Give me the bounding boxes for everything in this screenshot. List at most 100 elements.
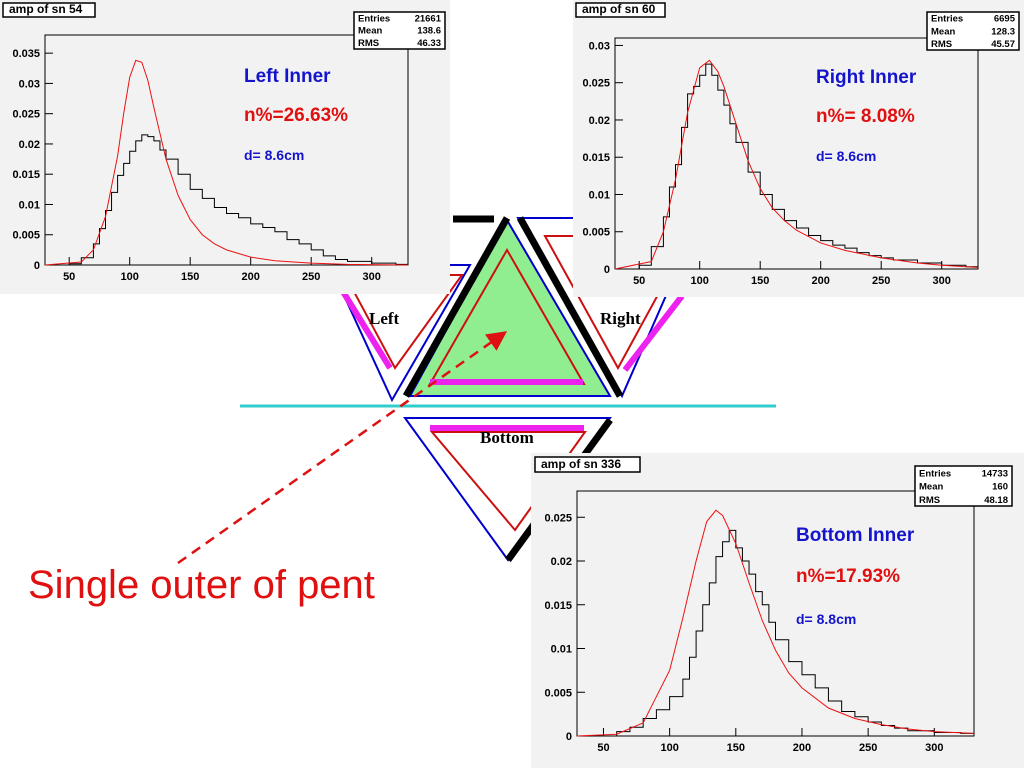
y-tick-label: 0.02 bbox=[589, 115, 610, 127]
x-tick-label: 300 bbox=[933, 275, 951, 287]
left-histogram-panel: 0 0.005 0.01 0.015 0.02 0.025 0.03 0.035 50 100 15… bbox=[0, 0, 450, 294]
stats-value: 138.6 bbox=[417, 26, 441, 37]
npercent-label: n%=17.93% bbox=[796, 566, 900, 587]
right-histogram-chart: 0 0.005 0.01 0.015 0.02 0.025 0.03 50 100 150 200 2… bbox=[575, 2, 1020, 287]
plot-frame bbox=[576, 490, 975, 737]
bottom-histogram-chart: 0 0.005 0.01 0.015 0.02 0.025 50 100 150 200 250 30… bbox=[534, 456, 1013, 754]
npercent-label: n%= 8.08% bbox=[816, 106, 915, 127]
chart-title: amp of sn 60 bbox=[582, 2, 656, 16]
stats-value: 46.33 bbox=[417, 38, 441, 49]
y-tick-label: 0 bbox=[566, 731, 572, 743]
bottom-label: Bottom bbox=[480, 428, 534, 447]
y-tick-label: 0.025 bbox=[12, 109, 40, 121]
y-tick-label: 0.015 bbox=[544, 600, 572, 612]
x-tick-label: 250 bbox=[302, 271, 320, 283]
stats-key: Entries bbox=[919, 468, 951, 479]
left-histogram-chart: 0 0.005 0.01 0.015 0.02 0.025 0.03 0.035 50 100 15… bbox=[2, 2, 446, 283]
stats-key: Mean bbox=[358, 26, 382, 37]
y-tick-label: 0.01 bbox=[551, 644, 572, 656]
right-label: Right bbox=[600, 309, 641, 328]
x-tick-label: 50 bbox=[633, 275, 645, 287]
stats-value: 45.57 bbox=[991, 39, 1015, 50]
y-tick-label: 0.035 bbox=[12, 48, 40, 60]
chart-title-box bbox=[2, 2, 96, 18]
detector-name-label: Right Inner bbox=[816, 67, 917, 88]
x-tick-label: 100 bbox=[121, 271, 139, 283]
stats-value: 160 bbox=[992, 482, 1008, 493]
stats-value: 48.18 bbox=[984, 495, 1008, 506]
stats-box bbox=[914, 465, 1013, 507]
y-tick-label: 0.015 bbox=[12, 169, 40, 181]
y-tick-label: 0.005 bbox=[12, 230, 40, 242]
stats-key: Mean bbox=[931, 26, 955, 37]
fit-curve-series bbox=[614, 59, 979, 270]
y-tick-label: 0.03 bbox=[589, 40, 610, 52]
distance-label: d= 8.6cm bbox=[816, 148, 876, 164]
fit-curve-series bbox=[576, 509, 975, 737]
stats-value: 6695 bbox=[994, 14, 1016, 25]
x-tick-label: 100 bbox=[691, 275, 709, 287]
stats-value: 14733 bbox=[982, 468, 1008, 479]
y-tick-label: 0.02 bbox=[551, 556, 572, 568]
fit-curve-series bbox=[44, 59, 409, 266]
stats-key: Entries bbox=[358, 13, 390, 24]
x-tick-label: 200 bbox=[812, 275, 830, 287]
x-tick-label: 250 bbox=[872, 275, 890, 287]
stats-key: RMS bbox=[931, 39, 952, 50]
stats-box bbox=[926, 11, 1020, 51]
histogram-series bbox=[577, 529, 975, 737]
x-tick-label: 200 bbox=[793, 742, 811, 754]
histogram-series bbox=[615, 63, 979, 270]
stats-value: 128.3 bbox=[991, 26, 1015, 37]
x-tick-label: 50 bbox=[597, 742, 609, 754]
left-label: Left bbox=[369, 309, 400, 328]
y-tick-label: 0.005 bbox=[582, 227, 610, 239]
x-tick-label: 200 bbox=[242, 271, 260, 283]
x-tick-label: 150 bbox=[181, 271, 199, 283]
x-tick-label: 150 bbox=[727, 742, 745, 754]
y-tick-label: 0.025 bbox=[544, 512, 572, 524]
center-thick-left bbox=[402, 216, 511, 398]
x-tick-label: 250 bbox=[859, 742, 877, 754]
x-tick-label: 50 bbox=[63, 271, 75, 283]
y-tick-label: 0.03 bbox=[19, 78, 40, 90]
y-tick-label: 0.025 bbox=[582, 78, 610, 90]
y-tick-label: 0.005 bbox=[544, 687, 572, 699]
stats-key: Entries bbox=[931, 14, 963, 25]
distance-label: d= 8.6cm bbox=[244, 147, 304, 163]
center-module bbox=[402, 215, 624, 398]
center-thick-right bbox=[516, 216, 624, 398]
caption-text: Single outer of pent bbox=[28, 563, 375, 607]
stats-key: RMS bbox=[919, 495, 940, 506]
detector-name-label: Bottom Inner bbox=[796, 525, 915, 546]
y-tick-label: 0 bbox=[604, 264, 610, 276]
stats-key: Mean bbox=[919, 482, 943, 493]
stats-value: 21661 bbox=[415, 13, 442, 24]
x-tick-label: 300 bbox=[925, 742, 943, 754]
chart-title-box bbox=[575, 2, 666, 18]
y-tick-label: 0.01 bbox=[589, 189, 610, 201]
pointer-arrow bbox=[177, 331, 508, 565]
x-tick-label: 100 bbox=[660, 742, 678, 754]
detector-name-label: Left Inner bbox=[244, 66, 331, 87]
x-tick-label: 300 bbox=[363, 271, 381, 283]
chart-title: amp of sn 336 bbox=[541, 457, 621, 471]
y-tick-label: 0.01 bbox=[19, 199, 40, 211]
x-tick-label: 150 bbox=[751, 275, 769, 287]
chart-title: amp of sn 54 bbox=[9, 2, 83, 16]
right-magenta-bar bbox=[622, 294, 685, 372]
plot-frame bbox=[614, 37, 979, 270]
y-tick-label: 0.015 bbox=[582, 152, 610, 164]
chart-title-box bbox=[534, 456, 641, 473]
stats-box bbox=[353, 11, 446, 50]
histogram-series bbox=[45, 134, 409, 266]
y-tick-label: 0.02 bbox=[19, 139, 40, 151]
stats-key: RMS bbox=[358, 38, 379, 49]
right-histogram-panel: 0 0.005 0.01 0.015 0.02 0.025 0.03 50 100 150 200 2… bbox=[573, 0, 1024, 297]
left-magenta-bar bbox=[339, 288, 393, 370]
npercent-label: n%=26.63% bbox=[244, 105, 348, 126]
y-tick-label: 0 bbox=[34, 260, 40, 272]
distance-label: d= 8.8cm bbox=[796, 611, 856, 627]
bottom-histogram-panel: 0 0.005 0.01 0.015 0.02 0.025 50 100 150 200 250 30… bbox=[531, 453, 1024, 768]
